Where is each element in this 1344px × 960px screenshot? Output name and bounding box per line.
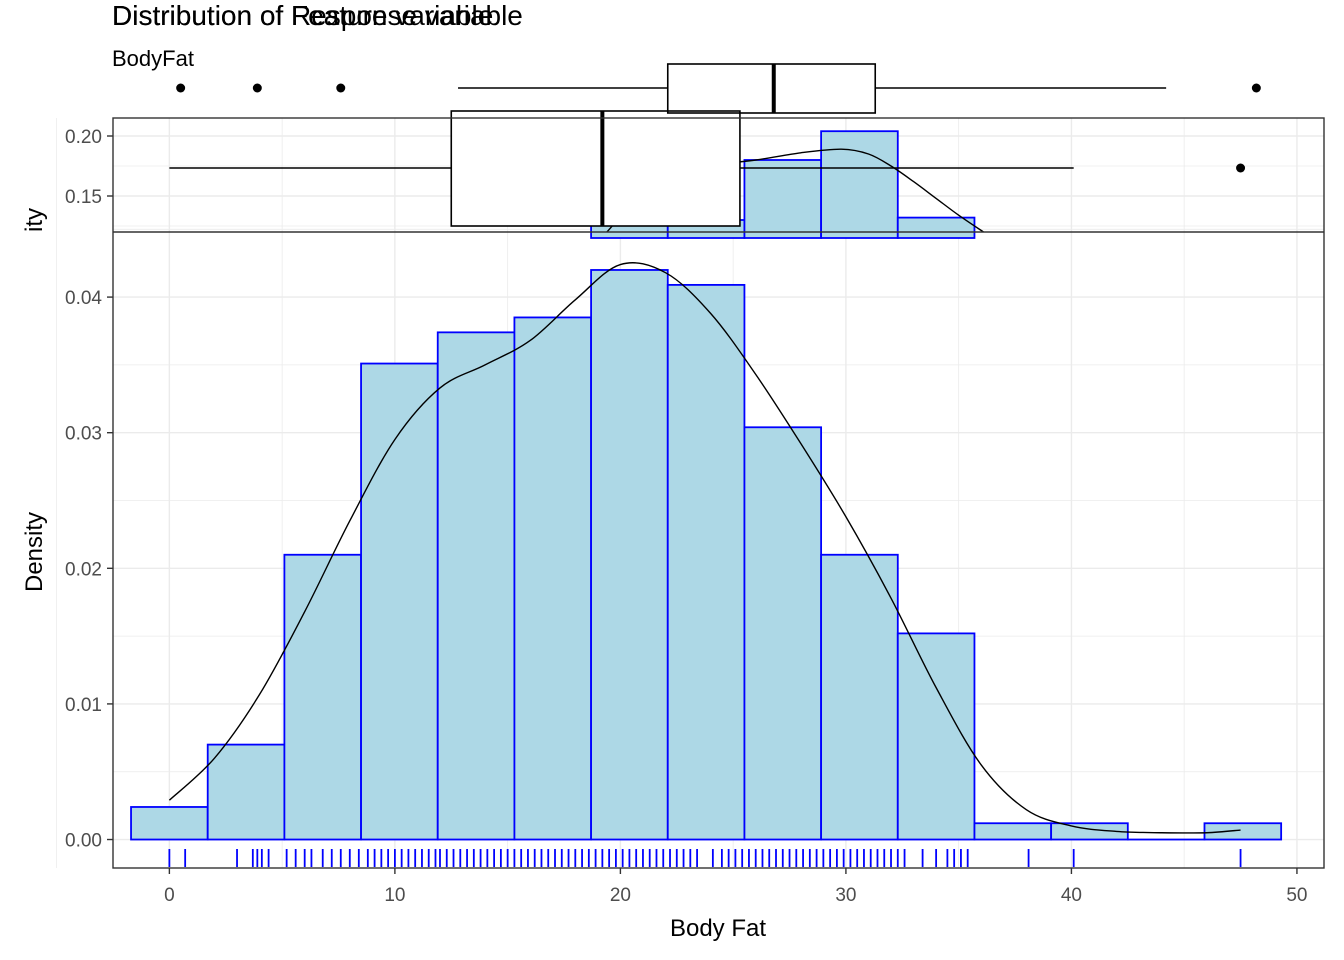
y-tick-label: 0.02 (65, 559, 102, 580)
axes: 0 10 20 30 40 50 0.00 0.01 0.02 0.03 0.04 0.15 0.20 (65, 117, 1325, 906)
histogram-bar (206, 743, 286, 841)
rug-marks (168, 849, 1242, 867)
density-curve-group (168, 262, 1241, 834)
histogram-bar (590, 269, 669, 841)
top-boxplot (176, 63, 1261, 114)
upper-histogram-bar (820, 130, 899, 239)
top-boxplot-outlier (1251, 83, 1261, 93)
upper-y-tick-label: 0.15 (65, 187, 102, 208)
y-tick-label: 0.04 (65, 288, 102, 309)
y-tick-label: 0.01 (65, 695, 102, 716)
x-tick-label: 0 (164, 885, 175, 906)
top-boxplot-outlier (336, 83, 346, 93)
histogram-bar (896, 632, 976, 841)
top-boxplot-outlier (176, 83, 186, 93)
upper-y-tick-label: 0.20 (65, 127, 102, 148)
x-tick-label: 20 (610, 885, 631, 906)
histogram-bar (513, 316, 592, 841)
x-tick-label: 40 (1061, 885, 1082, 906)
y-axis-label: Density (21, 512, 48, 592)
upper-panel-y-axis-label: ity (21, 208, 48, 232)
histogram-bar (820, 553, 899, 841)
upper-histogram-bar (896, 216, 976, 239)
histogram-bars (130, 269, 1283, 841)
histogram-bar (743, 426, 823, 841)
upper-histogram-bar (743, 159, 823, 239)
histogram-bar (436, 331, 516, 841)
density-curve (168, 262, 1241, 834)
x-tick-label: 30 (835, 885, 856, 906)
boxplot-outlier (1236, 163, 1246, 173)
histogram-bar (283, 553, 362, 841)
x-tick-label: 10 (384, 885, 405, 906)
boxplot-box (450, 110, 741, 227)
x-axis-label: Body Fat (670, 915, 766, 942)
histogram-bar (973, 822, 1053, 841)
chart-title: Distribution of Response variable (112, 0, 523, 31)
top-boxplot-box (666, 63, 877, 114)
histogram-bar (666, 283, 746, 841)
histogram-bar (130, 806, 209, 841)
histogram-bar (1203, 822, 1283, 841)
x-tick-label: 50 (1286, 885, 1307, 906)
upper-panel (169, 110, 1246, 239)
panel-border (112, 117, 1325, 869)
chart-subtitle: BodyFat (112, 46, 194, 71)
y-tick-label: 0.03 (65, 424, 102, 445)
top-boxplot-outlier (252, 83, 262, 93)
chart-title-overlap: Distribution of Feature variable (112, 0, 494, 31)
y-tick-label: 0.00 (65, 831, 102, 852)
histogram-bar (360, 362, 439, 841)
